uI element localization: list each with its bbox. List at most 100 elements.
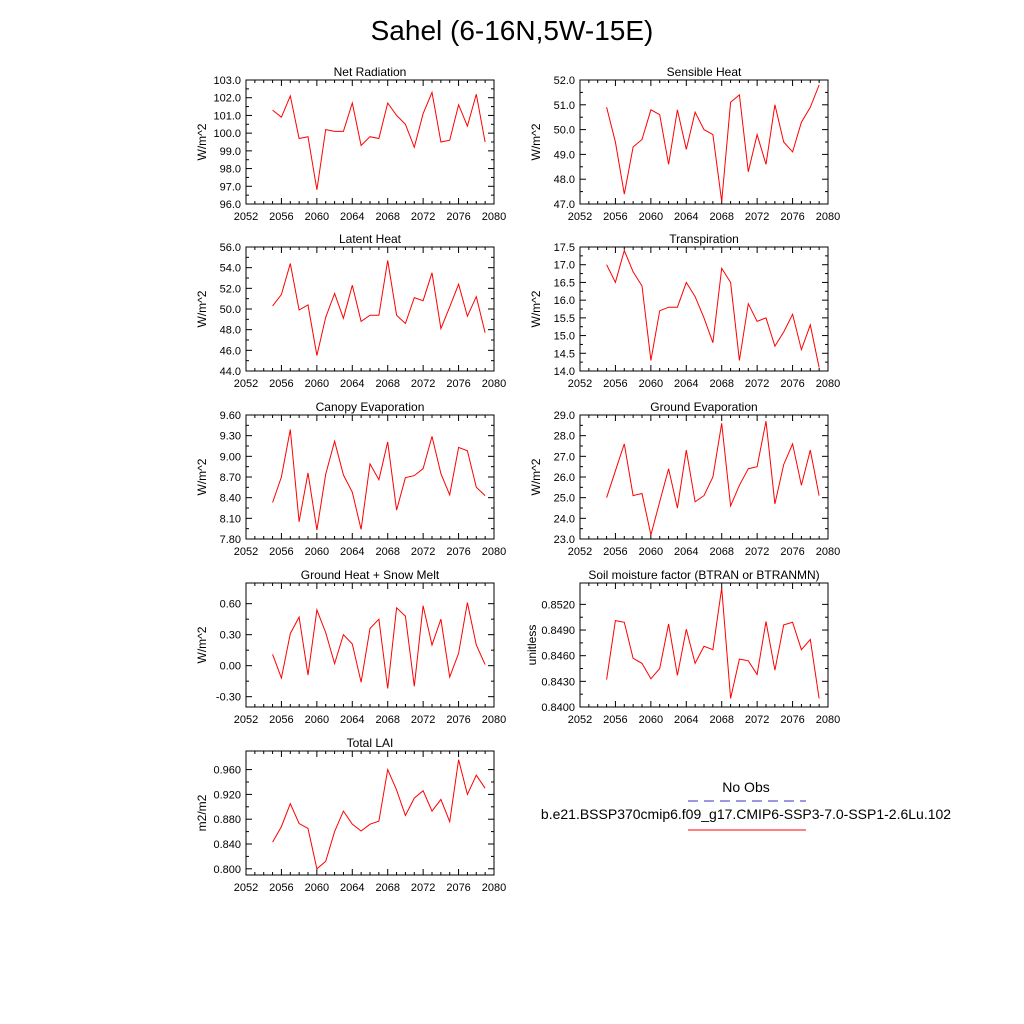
panel-title: Net Radiation <box>334 65 407 79</box>
x-tick-label: 2060 <box>305 714 329 726</box>
y-tick-label: 8.40 <box>220 493 241 505</box>
y-tick-label: 14.5 <box>554 348 575 360</box>
x-tick-label: 2060 <box>639 211 663 223</box>
x-tick-label: 2072 <box>745 714 769 726</box>
legend-obs-label: No Obs <box>722 779 769 795</box>
legend-model-label: b.e21.BSSP370cmip6.f09_g17.CMIP6-SSP3-7.… <box>541 806 951 822</box>
x-tick-label: 2068 <box>709 546 733 558</box>
panel-title: Sensible Heat <box>667 65 742 79</box>
series-line-latent-heat <box>272 260 486 356</box>
y-axis-label: W/m^2 <box>195 458 209 495</box>
x-tick-label: 2064 <box>340 882 364 894</box>
y-tick-label: 48.0 <box>554 174 575 186</box>
y-tick-label: 27.0 <box>554 451 575 463</box>
x-tick-label: 2076 <box>446 882 470 894</box>
panel-total-lai: Total LAI 2052 2056 2060 2064 2068 2072 2076 208… <box>195 736 506 894</box>
series-line-soil-moisture-factor-btran-or-btranmn <box>606 588 820 699</box>
y-tick-label: 0.8490 <box>541 625 575 637</box>
x-tick-label: 2056 <box>269 378 293 390</box>
y-tick-label: 0.00 <box>220 661 241 673</box>
x-tick-label: 2068 <box>375 546 399 558</box>
y-tick-label: 28.0 <box>554 431 575 443</box>
x-tick-label: 2056 <box>269 882 293 894</box>
y-tick-label: 98.0 <box>220 164 241 176</box>
y-axis-label: m2/m2 <box>195 794 209 831</box>
x-tick-label: 2068 <box>375 211 399 223</box>
y-tick-label: 29.0 <box>554 410 575 422</box>
figure-title: Sahel (6-16N,5W-15E) <box>371 15 654 46</box>
y-axis-label: W/m^2 <box>529 458 543 495</box>
panel-title: Canopy Evaporation <box>316 400 425 414</box>
panel-ground-heat-snow-melt: Ground Heat + Snow Melt 2052 2056 2060 2064 2… <box>195 568 506 726</box>
plot-frame <box>579 79 829 205</box>
y-tick-label: 49.0 <box>554 149 575 161</box>
y-tick-label: 100.0 <box>213 128 241 140</box>
x-tick-label: 2052 <box>568 546 592 558</box>
x-tick-label: 2056 <box>603 714 627 726</box>
plot-frame <box>579 582 829 708</box>
panel-title: Transpiration <box>669 232 739 246</box>
y-tick-label: 0.840 <box>213 839 241 851</box>
y-tick-label: 103.0 <box>213 75 241 87</box>
y-tick-label: 52.0 <box>220 283 241 295</box>
x-tick-label: 2060 <box>305 378 329 390</box>
panels: Net Radiation 2052 2056 2060 2064 2068 2072 207… <box>195 65 840 894</box>
y-tick-label: -0.30 <box>216 692 241 704</box>
x-tick-label: 2052 <box>234 882 258 894</box>
x-tick-label: 2060 <box>639 546 663 558</box>
y-tick-label: 0.60 <box>220 599 241 611</box>
plot-frame <box>579 246 829 372</box>
x-tick-label: 2072 <box>411 714 435 726</box>
legend: No Obs b.e21.BSSP370cmip6.f09_g17.CMIP6-… <box>541 779 951 831</box>
y-tick-label: 51.0 <box>554 100 575 112</box>
x-tick-label: 2072 <box>411 211 435 223</box>
plot-frame <box>245 582 495 708</box>
y-tick-label: 96.0 <box>220 199 241 211</box>
x-tick-label: 2080 <box>482 882 506 894</box>
y-tick-label: 50.0 <box>554 125 575 137</box>
x-tick-label: 2080 <box>816 378 840 390</box>
x-tick-label: 2056 <box>603 211 627 223</box>
x-tick-label: 2068 <box>709 211 733 223</box>
y-tick-label: 0.8460 <box>541 651 575 663</box>
x-tick-label: 2064 <box>340 211 364 223</box>
series-line-sensible-heat <box>606 84 820 202</box>
x-tick-label: 2052 <box>234 378 258 390</box>
y-tick-label: 0.8400 <box>541 702 575 714</box>
y-axis-label: unitless <box>525 625 539 666</box>
panel-net-radiation: Net Radiation 2052 2056 2060 2064 2068 2072 207… <box>195 65 506 223</box>
y-tick-label: 24.0 <box>554 513 575 525</box>
x-tick-label: 2076 <box>780 546 804 558</box>
y-tick-label: 0.800 <box>213 864 241 876</box>
y-tick-label: 9.30 <box>220 431 241 443</box>
x-tick-label: 2056 <box>603 378 627 390</box>
x-tick-label: 2068 <box>375 714 399 726</box>
y-axis-label: W/m^2 <box>195 626 209 663</box>
plot-frame <box>245 414 495 540</box>
x-tick-label: 2080 <box>816 211 840 223</box>
x-tick-label: 2056 <box>603 546 627 558</box>
y-tick-label: 0.920 <box>213 789 241 801</box>
x-tick-label: 2064 <box>340 714 364 726</box>
x-tick-label: 2064 <box>674 546 698 558</box>
x-tick-label: 2052 <box>234 714 258 726</box>
x-tick-label: 2068 <box>375 882 399 894</box>
y-axis-label: W/m^2 <box>529 123 543 160</box>
y-tick-label: 15.5 <box>554 313 575 325</box>
y-tick-label: 23.0 <box>554 534 575 546</box>
y-tick-label: 0.8520 <box>541 599 575 611</box>
y-tick-label: 8.10 <box>220 513 241 525</box>
x-tick-label: 2072 <box>745 546 769 558</box>
series-line-total-lai <box>272 759 486 870</box>
x-tick-label: 2072 <box>411 882 435 894</box>
x-tick-label: 2076 <box>780 378 804 390</box>
panel-transpiration: Transpiration 2052 2056 2060 2064 2068 2072 207… <box>529 232 840 390</box>
y-axis-label: W/m^2 <box>195 290 209 327</box>
x-tick-label: 2056 <box>269 714 293 726</box>
y-tick-label: 56.0 <box>220 242 241 254</box>
y-tick-label: 15.0 <box>554 331 575 343</box>
x-tick-label: 2052 <box>568 211 592 223</box>
y-tick-label: 16.5 <box>554 277 575 289</box>
x-tick-label: 2052 <box>568 378 592 390</box>
y-tick-label: 16.0 <box>554 295 575 307</box>
